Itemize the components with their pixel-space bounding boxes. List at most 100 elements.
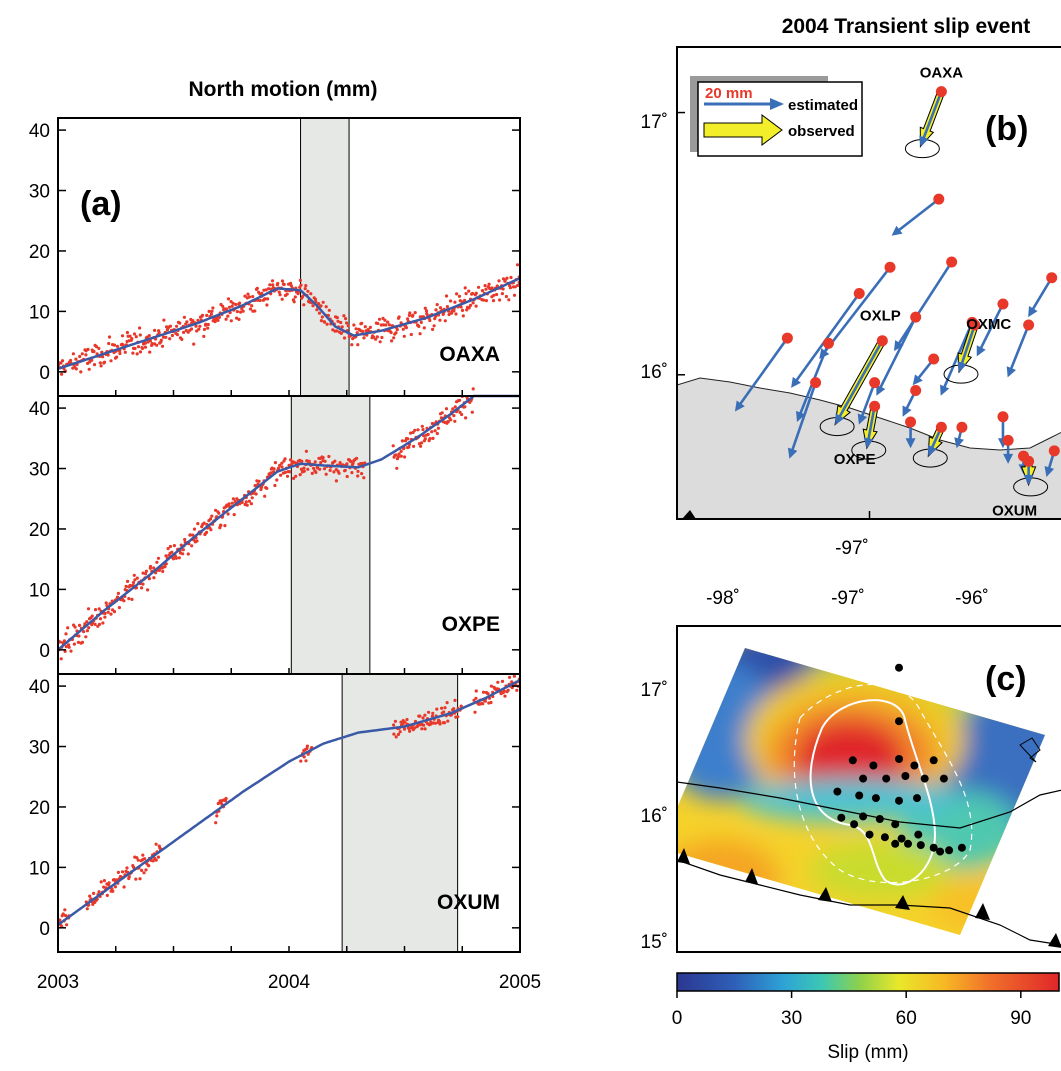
data-point bbox=[449, 418, 453, 422]
data-point bbox=[209, 312, 213, 316]
data-point bbox=[411, 313, 415, 317]
data-point bbox=[501, 287, 505, 291]
data-point bbox=[395, 466, 399, 470]
data-point bbox=[304, 449, 308, 453]
estimated-arrowhead bbox=[940, 384, 950, 396]
data-point bbox=[299, 283, 303, 287]
station-dot bbox=[897, 834, 906, 843]
data-point bbox=[480, 289, 485, 293]
data-point bbox=[252, 491, 256, 495]
data-point bbox=[315, 308, 319, 312]
data-point bbox=[183, 537, 187, 542]
station-label-oxum: OXUM bbox=[437, 891, 500, 914]
data-point bbox=[85, 620, 89, 624]
data-point bbox=[231, 497, 235, 501]
data-point bbox=[345, 462, 349, 466]
data-point bbox=[375, 335, 379, 339]
data-point bbox=[127, 597, 131, 601]
data-point bbox=[206, 326, 210, 330]
data-point bbox=[61, 912, 65, 916]
data-point bbox=[146, 588, 150, 592]
data-point bbox=[311, 466, 316, 470]
data-point bbox=[282, 282, 286, 287]
data-point bbox=[500, 292, 504, 296]
data-point bbox=[464, 416, 468, 420]
colorbar-tick-label: 60 bbox=[896, 1008, 917, 1029]
panel-c: -98˚ -97˚ -96˚ bbox=[641, 588, 1061, 1063]
data-point bbox=[298, 278, 302, 282]
data-point bbox=[250, 304, 254, 308]
ytick-label: 10 bbox=[29, 302, 50, 323]
data-point bbox=[506, 688, 510, 692]
station-dot bbox=[859, 774, 868, 783]
data-point bbox=[304, 759, 308, 763]
vector-station bbox=[1028, 272, 1058, 318]
data-point bbox=[453, 419, 457, 423]
panel-b-ytick-17: 17˚ bbox=[641, 112, 668, 133]
data-point bbox=[190, 544, 194, 548]
data-point bbox=[383, 318, 387, 322]
data-point bbox=[456, 715, 460, 719]
data-point bbox=[69, 649, 73, 653]
model-curve-oxum bbox=[58, 678, 520, 926]
data-point bbox=[354, 327, 358, 331]
data-point bbox=[153, 328, 157, 332]
data-point bbox=[438, 722, 442, 726]
data-point bbox=[486, 692, 490, 696]
data-point bbox=[283, 470, 287, 474]
data-point bbox=[77, 623, 82, 628]
data-point bbox=[196, 522, 200, 526]
estimated-arrow bbox=[878, 316, 917, 391]
data-point bbox=[276, 281, 280, 286]
station-dot bbox=[895, 796, 903, 805]
data-point bbox=[148, 564, 153, 569]
data-point bbox=[156, 556, 161, 560]
vector-station bbox=[891, 193, 945, 236]
data-point bbox=[483, 699, 487, 703]
estimated-arrow bbox=[921, 91, 943, 141]
data-point bbox=[378, 340, 382, 344]
data-point bbox=[428, 437, 432, 441]
data-point bbox=[164, 554, 168, 558]
data-point bbox=[58, 640, 62, 644]
station-dot bbox=[869, 377, 881, 389]
data-point bbox=[150, 342, 154, 346]
data-point bbox=[102, 879, 106, 883]
data-point bbox=[510, 680, 514, 684]
data-point bbox=[515, 688, 519, 692]
data-point bbox=[352, 323, 356, 327]
data-point bbox=[474, 291, 478, 295]
data-point bbox=[237, 317, 241, 321]
data-point bbox=[458, 398, 462, 402]
data-point bbox=[416, 724, 420, 728]
data-point bbox=[296, 292, 300, 296]
data-point bbox=[343, 468, 347, 472]
vector-station bbox=[912, 353, 940, 386]
data-point bbox=[336, 319, 340, 323]
data-point bbox=[67, 645, 71, 649]
data-point bbox=[386, 320, 390, 324]
data-point bbox=[351, 461, 355, 465]
data-point bbox=[313, 297, 317, 301]
data-point bbox=[138, 877, 142, 881]
estimated-arrowhead bbox=[893, 340, 904, 352]
estimated-arrow bbox=[959, 324, 976, 366]
data-point bbox=[423, 306, 427, 310]
data-point bbox=[350, 343, 354, 347]
data-point bbox=[392, 723, 396, 727]
data-point bbox=[273, 461, 277, 465]
estimated-arrowhead bbox=[1023, 474, 1034, 485]
data-point bbox=[490, 286, 494, 290]
panel-b-land bbox=[677, 377, 1061, 519]
trench-triangle bbox=[682, 510, 696, 519]
data-point bbox=[443, 706, 447, 710]
data-point bbox=[408, 311, 412, 315]
data-point bbox=[500, 679, 505, 684]
data-point bbox=[223, 524, 227, 528]
data-point bbox=[140, 586, 144, 590]
data-point bbox=[339, 331, 343, 335]
data-point bbox=[423, 727, 427, 731]
data-point bbox=[254, 492, 258, 496]
station-dot bbox=[910, 761, 919, 770]
